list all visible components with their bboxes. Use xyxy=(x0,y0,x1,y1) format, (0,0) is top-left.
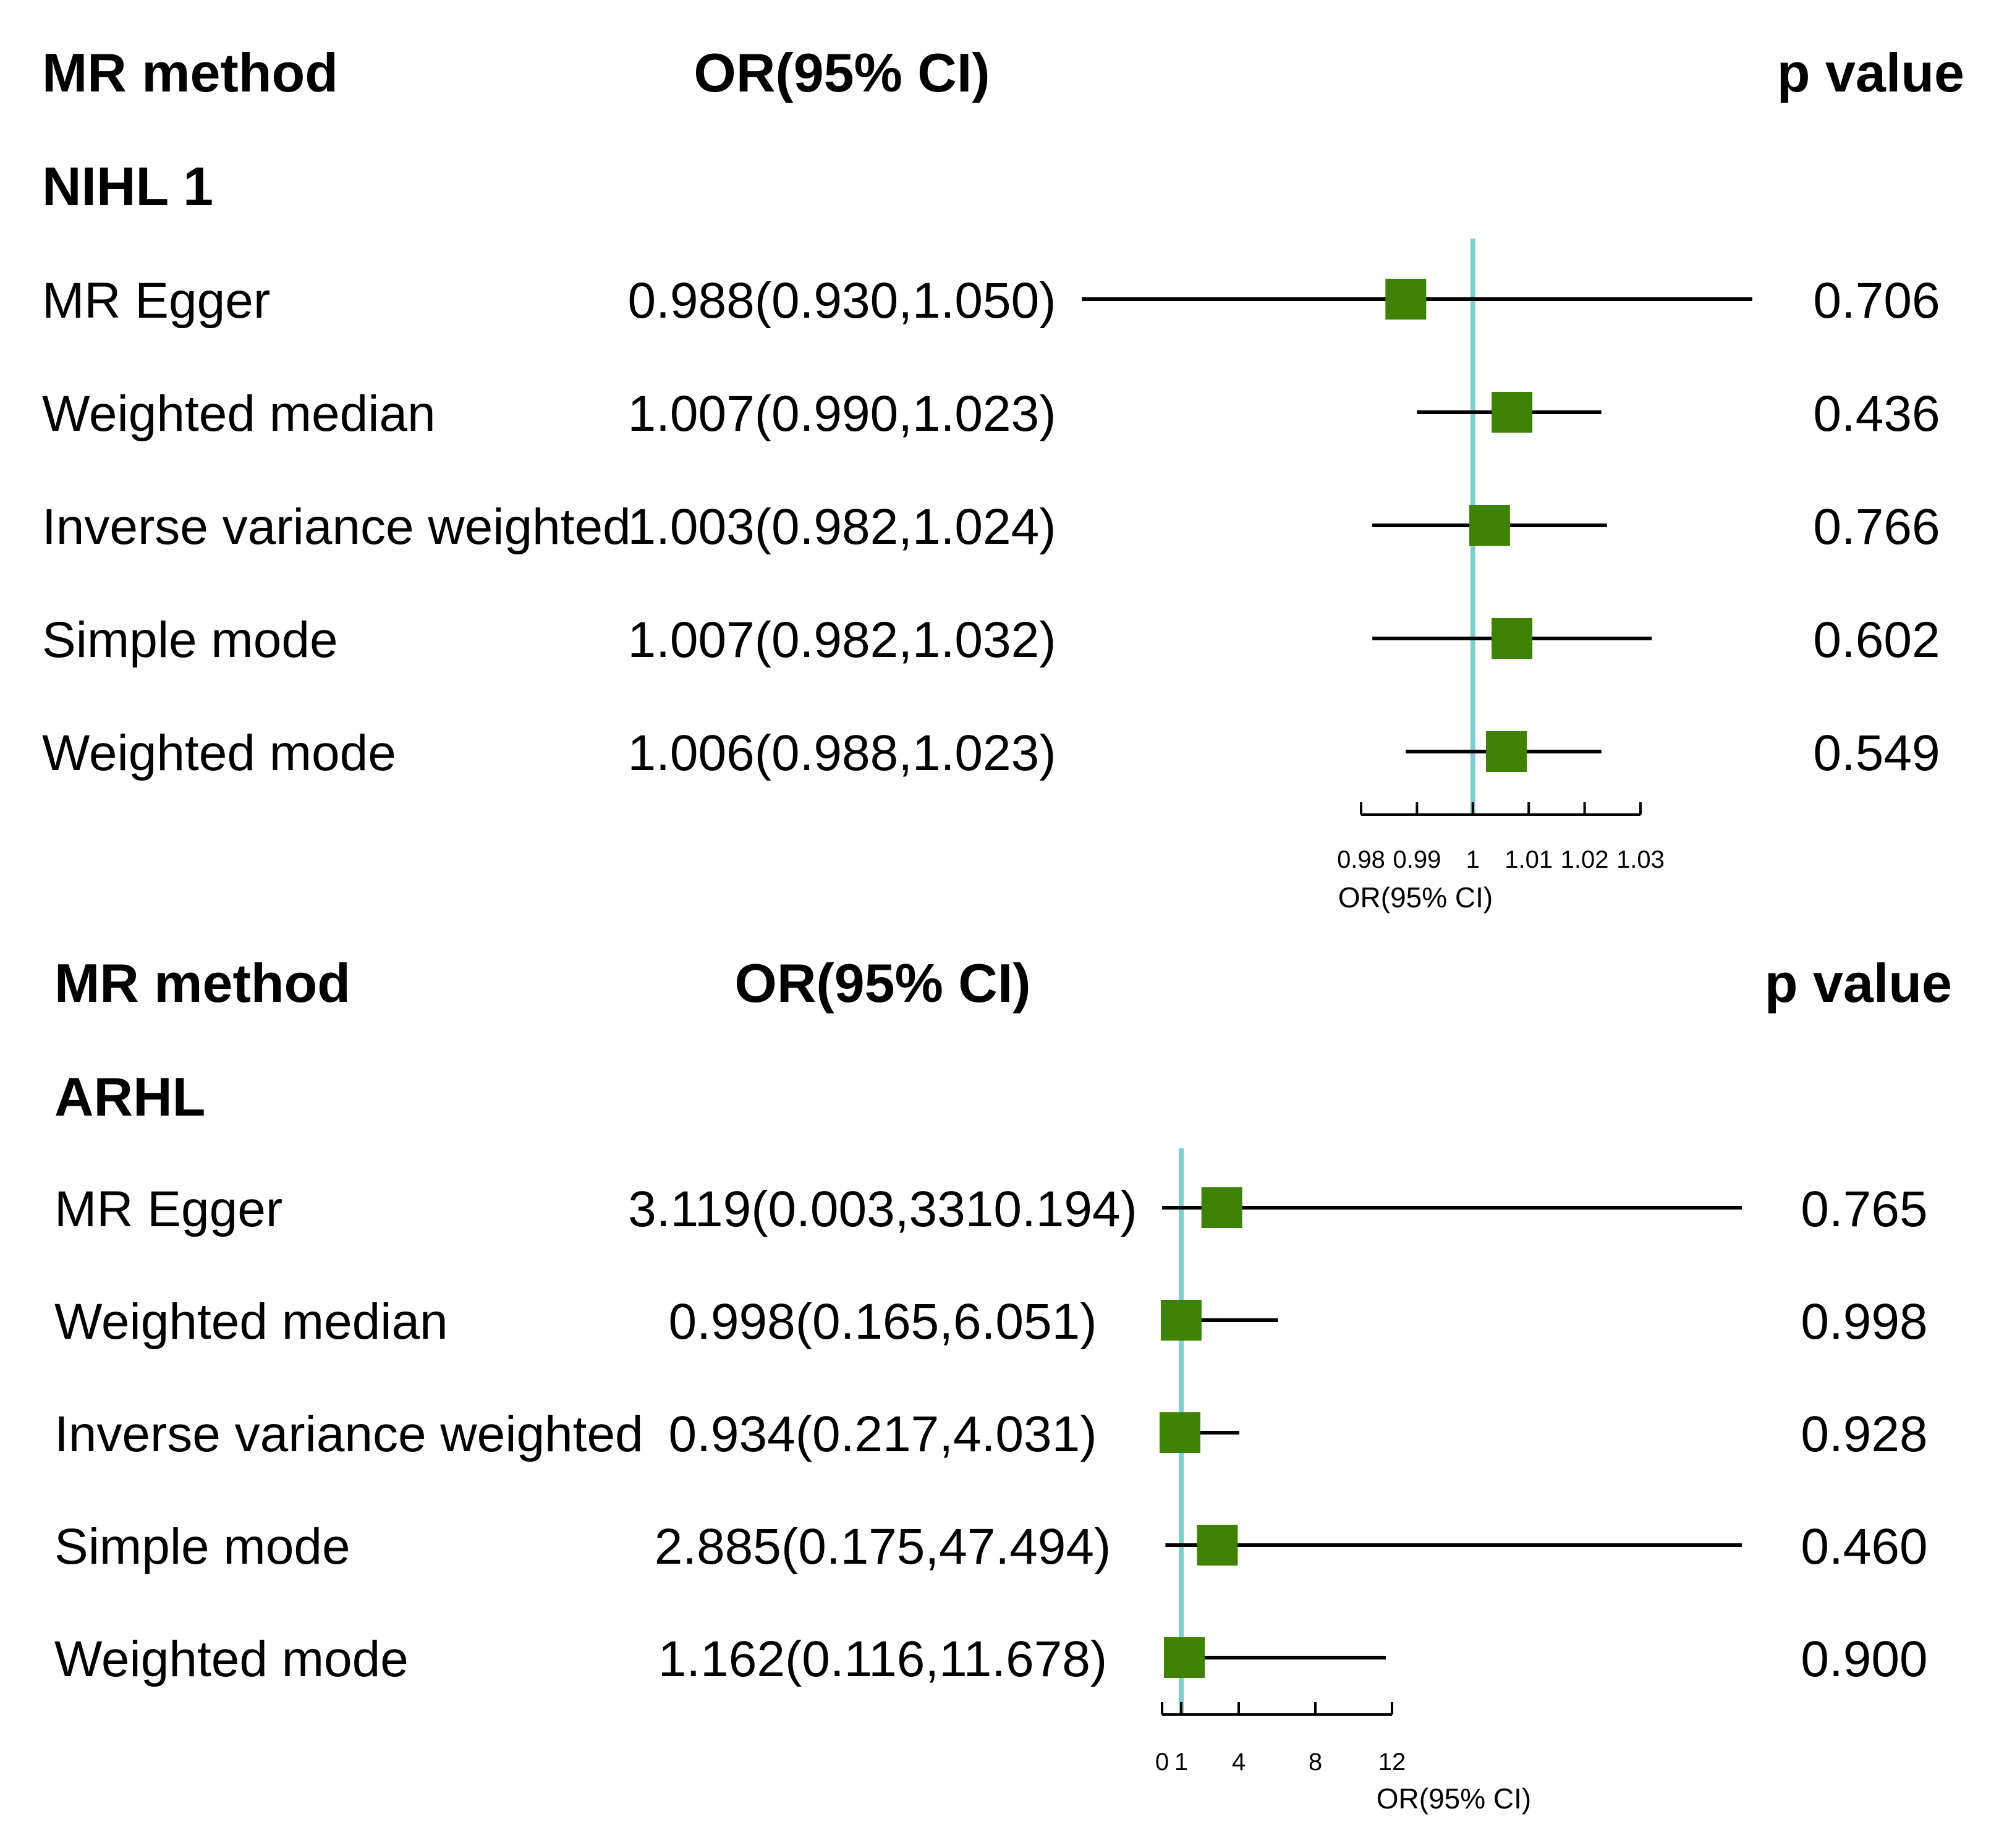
row-or-text: 0.988(0.930,1.050) xyxy=(628,273,1056,329)
row-p-value: 0.706 xyxy=(1813,273,1940,329)
row-method: Weighted mode xyxy=(54,1631,409,1687)
row-or-text: 1.007(0.982,1.032) xyxy=(628,612,1056,668)
row-p-value: 0.900 xyxy=(1801,1631,1927,1687)
x-tick-label: 0.99 xyxy=(1393,846,1441,873)
panel-nihl: MR method OR(95% CI) p value NIHL 1 MR E… xyxy=(42,42,1964,913)
row-p-value: 0.460 xyxy=(1801,1519,1927,1575)
row-method: MR Egger xyxy=(42,273,270,329)
x-tick-label: 1.01 xyxy=(1505,846,1553,873)
header-method: MR method xyxy=(54,952,350,1014)
row-or-text: 0.998(0.165,6.051) xyxy=(669,1294,1097,1350)
header-p: p value xyxy=(1777,42,1964,103)
row-or-text: 1.007(0.990,1.023) xyxy=(628,386,1056,442)
point-estimate-box xyxy=(1492,392,1533,433)
x-tick-label: 8 xyxy=(1309,1748,1322,1776)
row-or-text: 1.003(0.982,1.024) xyxy=(628,499,1056,555)
x-tick-label: 0 xyxy=(1155,1748,1169,1776)
point-estimate-box xyxy=(1469,505,1510,546)
group-label: ARHL xyxy=(54,1066,205,1127)
panel-arhl: MR method OR(95% CI) p value ARHL MR Egg… xyxy=(54,952,1952,1815)
row-method: Weighted mode xyxy=(42,725,396,781)
x-tick-label: 0.98 xyxy=(1337,846,1385,873)
point-estimate-box xyxy=(1160,1300,1202,1341)
x-tick-label: 1 xyxy=(1466,846,1480,873)
point-estimate-box xyxy=(1385,279,1427,320)
row-or-text: 1.006(0.988,1.023) xyxy=(628,725,1056,781)
row-p-value: 0.765 xyxy=(1801,1181,1927,1237)
row-or-text: 1.162(0.116,11.678) xyxy=(658,1631,1107,1687)
plot-area-nihl: 0.98 0.99 1 1.01 1.02 1.03 xyxy=(1082,239,1752,873)
x-axis-label: OR(95% CI) xyxy=(1338,881,1493,913)
x-tick-label: 1 xyxy=(1174,1748,1188,1776)
x-tick-label: 12 xyxy=(1378,1748,1406,1776)
group-label: NIHL 1 xyxy=(42,156,213,217)
x-tick-label: 1.03 xyxy=(1616,846,1665,873)
point-estimate-box xyxy=(1201,1187,1242,1228)
row-p-value: 0.766 xyxy=(1813,499,1940,555)
row-p-value: 0.549 xyxy=(1813,725,1940,781)
row-method: Simple mode xyxy=(54,1519,350,1575)
row-p-value: 0.436 xyxy=(1813,386,1940,442)
x-axis-label: OR(95% CI) xyxy=(1377,1782,1531,1815)
row-method: Simple mode xyxy=(42,612,338,668)
row-p-value: 0.602 xyxy=(1813,612,1940,668)
row-or-text: 0.934(0.217,4.031) xyxy=(669,1406,1097,1462)
row-p-value: 0.928 xyxy=(1801,1406,1927,1462)
row-method: Inverse variance weighted xyxy=(54,1406,643,1462)
row-method: Inverse variance weighted xyxy=(42,499,631,555)
row-method: Weighted median xyxy=(42,386,436,442)
row-p-value: 0.998 xyxy=(1801,1294,1927,1350)
header-or: OR(95% CI) xyxy=(734,952,1030,1014)
header-or: OR(95% CI) xyxy=(694,42,990,103)
point-estimate-box xyxy=(1197,1525,1238,1566)
plot-area-arhl: 0 1 4 8 12 xyxy=(1155,1148,1742,1776)
header-p: p value xyxy=(1765,952,1952,1014)
point-estimate-box xyxy=(1164,1637,1205,1678)
row-or-text: 3.119(0.003,3310.194) xyxy=(628,1181,1137,1237)
x-tick-label: 4 xyxy=(1232,1748,1246,1776)
row-method: MR Egger xyxy=(54,1181,282,1237)
x-tick-label: 1.02 xyxy=(1561,846,1609,873)
point-estimate-box xyxy=(1159,1412,1200,1453)
point-estimate-box xyxy=(1492,618,1533,659)
header-method: MR method xyxy=(42,42,338,103)
row-or-text: 2.885(0.175,47.494) xyxy=(655,1519,1111,1575)
point-estimate-box xyxy=(1486,731,1527,772)
row-method: Weighted median xyxy=(54,1294,448,1350)
